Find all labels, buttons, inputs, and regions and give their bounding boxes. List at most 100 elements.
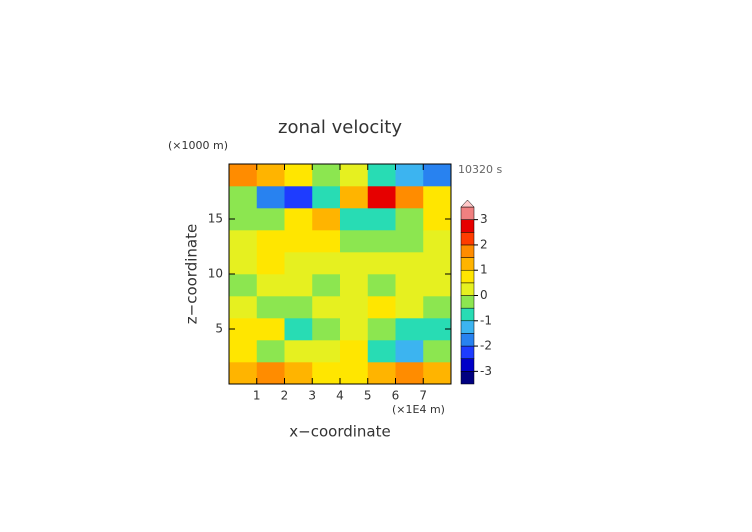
cell — [256, 230, 285, 253]
cell — [395, 230, 424, 253]
x-tick-label: 2 — [281, 389, 289, 403]
chart-title: zonal velocity — [278, 117, 402, 138]
y-tick-label: 5 — [215, 322, 223, 336]
cell — [423, 362, 452, 385]
x-tick-label: 7 — [419, 389, 427, 403]
cell — [256, 362, 285, 385]
cell — [229, 208, 258, 231]
cell — [284, 252, 313, 275]
cell — [256, 208, 285, 231]
colorbar-band — [460, 269, 475, 284]
cell — [312, 186, 341, 209]
cell — [395, 274, 424, 297]
cell — [340, 252, 369, 275]
x-tick-label: 4 — [336, 389, 344, 403]
colorbar-band — [460, 371, 475, 385]
colorbar-band — [460, 333, 475, 347]
colorbar-band — [460, 219, 475, 233]
colorbar-band — [460, 206, 475, 220]
cell — [284, 164, 313, 187]
colorbar-band — [460, 282, 475, 296]
cell — [256, 274, 285, 297]
cell — [423, 318, 452, 341]
cell — [423, 208, 452, 231]
colorbar-band — [460, 358, 475, 372]
cell — [340, 164, 369, 187]
x-tick-label: 6 — [392, 389, 400, 403]
colorbar-band — [460, 244, 475, 258]
cell — [284, 274, 313, 297]
cell — [395, 252, 424, 275]
colorbar-tick-label: -3 — [480, 364, 492, 378]
cell — [423, 230, 452, 253]
y-axis-label: z−coordinate — [183, 224, 201, 324]
colorbar-band — [460, 257, 475, 271]
cell — [256, 252, 285, 275]
cell — [367, 362, 396, 385]
cell — [395, 186, 424, 209]
cell — [423, 252, 452, 275]
cell — [367, 208, 396, 231]
cell — [229, 296, 258, 319]
cell — [395, 340, 424, 363]
y-tick-label: 15 — [208, 212, 223, 226]
cell — [284, 318, 313, 341]
x-tick-label: 3 — [308, 389, 316, 403]
cell — [229, 252, 258, 275]
cell — [256, 164, 285, 187]
cell — [340, 186, 369, 209]
cell — [312, 252, 341, 275]
cell — [395, 208, 424, 231]
cell — [395, 362, 424, 385]
cell — [423, 296, 452, 319]
y-tick-label: 10 — [208, 267, 223, 281]
colorbar-band — [460, 345, 475, 359]
cell — [284, 296, 313, 319]
cell — [367, 230, 396, 253]
colorbar-tick-label: -1 — [480, 313, 492, 327]
cell — [340, 230, 369, 253]
cell — [367, 296, 396, 319]
cell — [312, 274, 341, 297]
x-axis-label: x−coordinate — [289, 423, 390, 441]
cell — [284, 208, 313, 231]
colorbar-tick-label: 3 — [480, 212, 488, 226]
colorbar-tick-label: 1 — [480, 263, 488, 277]
x-tick-label: 5 — [364, 389, 372, 403]
cell — [284, 362, 313, 385]
cell — [312, 362, 341, 385]
cell — [312, 230, 341, 253]
cell — [256, 318, 285, 341]
colorbar-overflow — [460, 199, 475, 208]
colorbar-band — [460, 232, 475, 246]
cell — [423, 340, 452, 363]
cell — [423, 186, 452, 209]
cell — [229, 230, 258, 253]
cell — [340, 318, 369, 341]
axes: 1 2 3 4 5 6 7 5 10 15 -3 -2 -1 0 1 2 3 — [208, 163, 492, 403]
cell — [340, 362, 369, 385]
cell — [367, 340, 396, 363]
cell — [229, 274, 258, 297]
cell — [367, 318, 396, 341]
cell — [340, 274, 369, 297]
cell — [229, 164, 258, 187]
field — [229, 164, 452, 385]
cell — [256, 186, 285, 209]
cell — [367, 274, 396, 297]
cell — [367, 252, 396, 275]
cell — [229, 318, 258, 341]
cell — [340, 340, 369, 363]
cell — [367, 186, 396, 209]
cell — [284, 340, 313, 363]
colorbar-tick-label: 0 — [480, 288, 488, 302]
cell — [312, 296, 341, 319]
cell — [312, 318, 341, 341]
colorbar-tick-label: -2 — [480, 339, 492, 353]
colorbar-band — [460, 307, 475, 322]
cell — [395, 318, 424, 341]
cell — [395, 164, 424, 187]
cell — [367, 164, 396, 187]
cell — [423, 274, 452, 297]
